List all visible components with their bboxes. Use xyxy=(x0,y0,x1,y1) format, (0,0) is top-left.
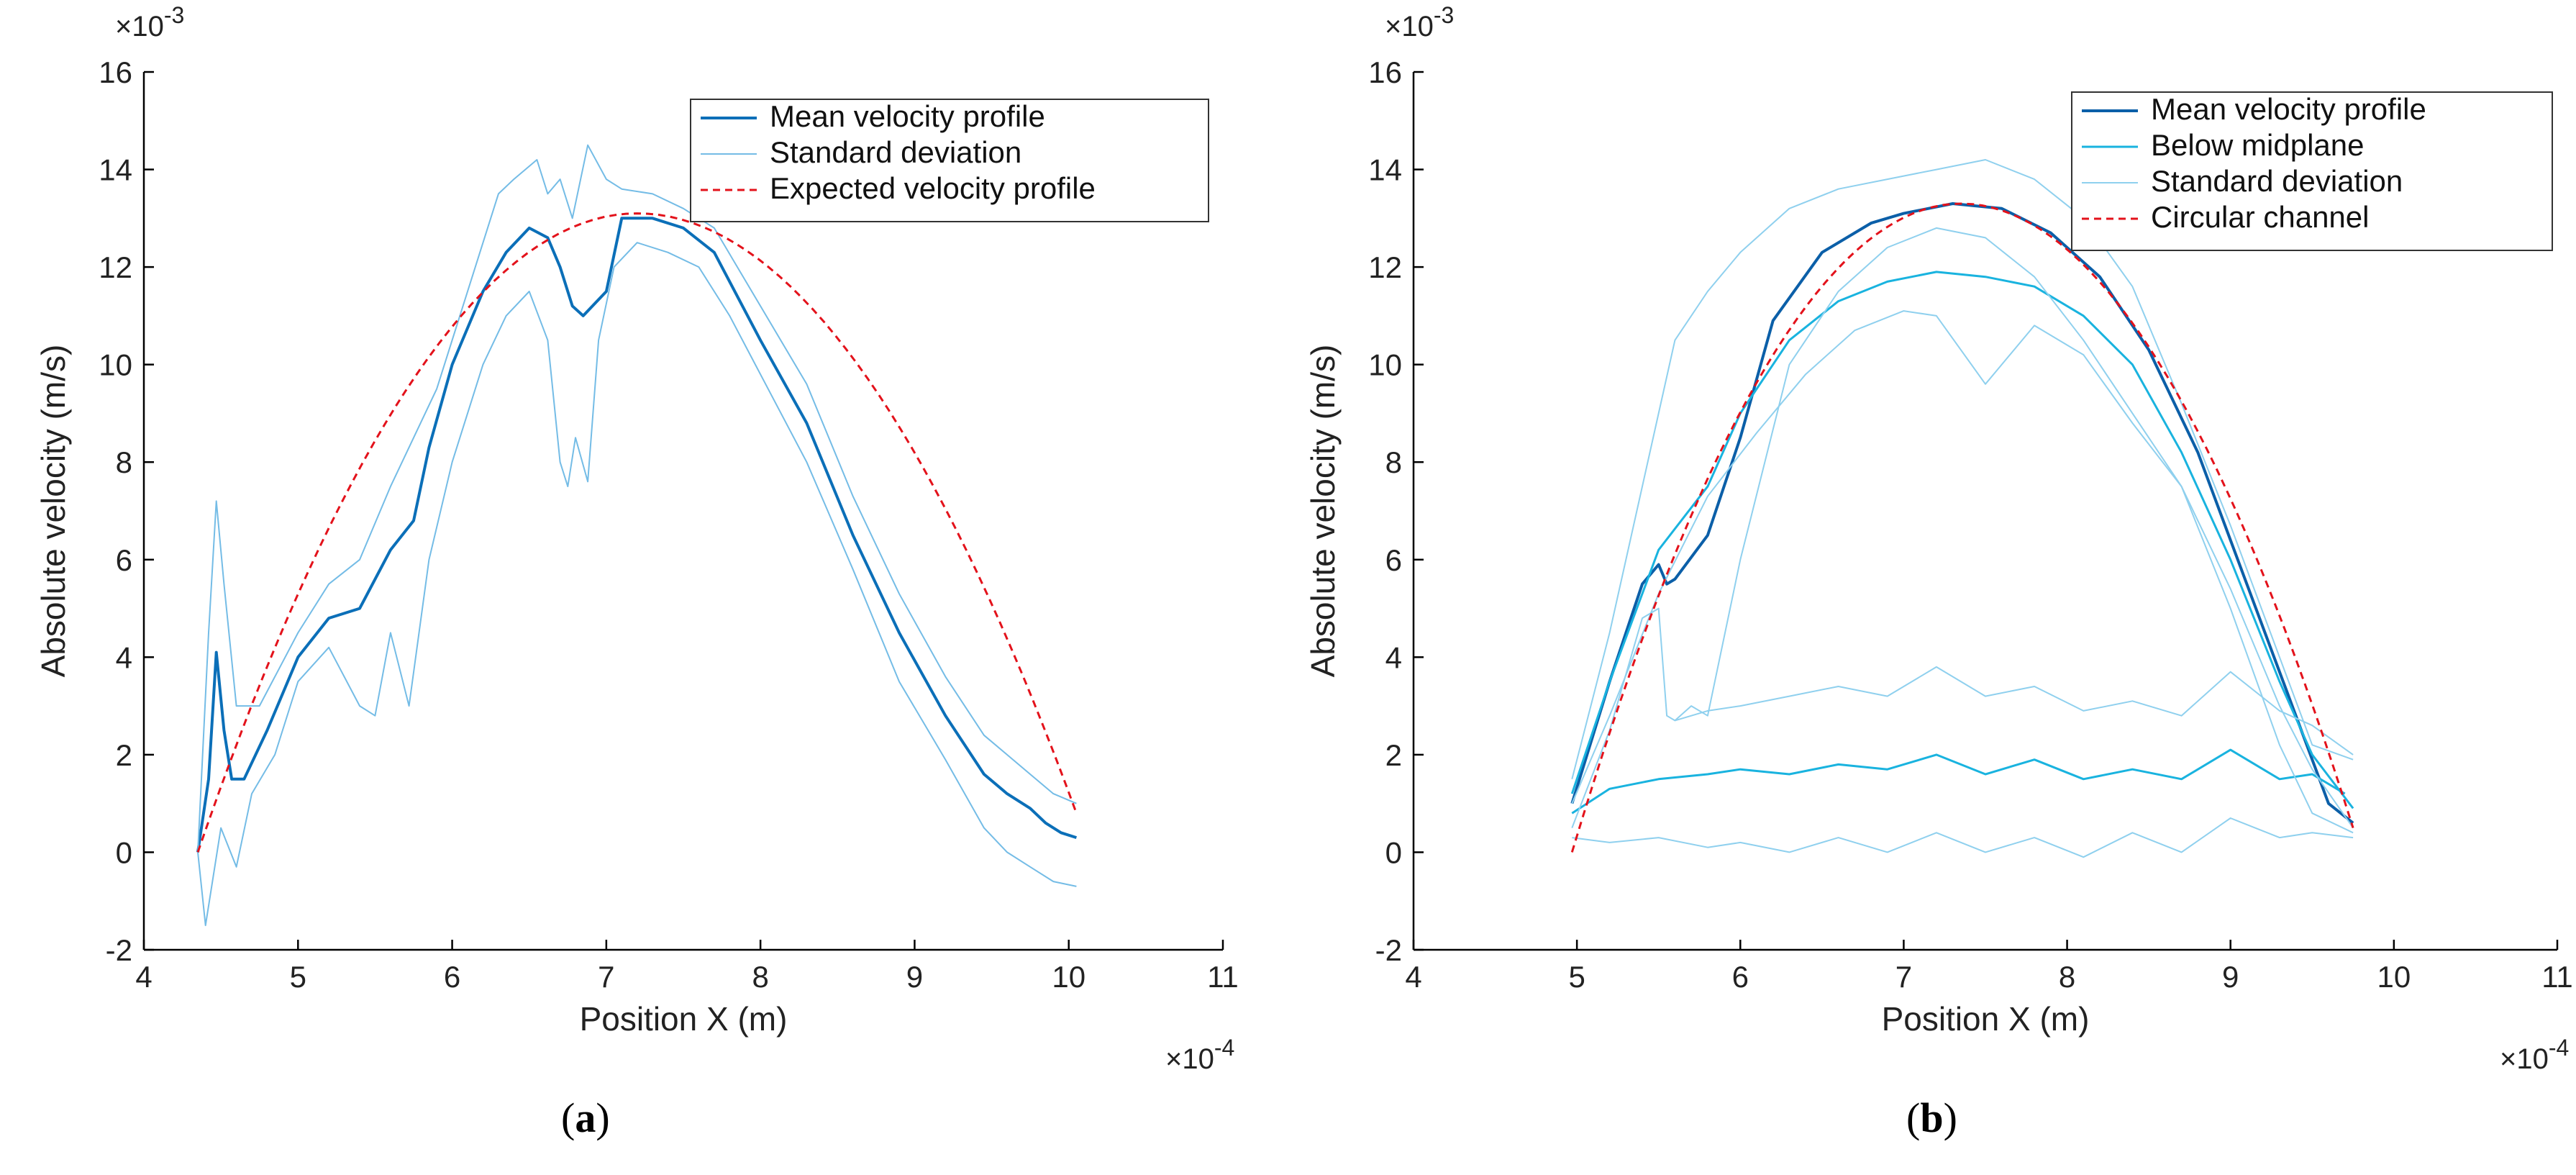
series-line xyxy=(1570,202,2354,853)
y-tick-label: 6 xyxy=(1385,543,1402,577)
y-axis-label: Absolute velocity (m/s) xyxy=(35,345,72,678)
chart-a-svg: 4 5 6 7 8 9 10 11 -2 0 2 4 6 8 10 12 14 16 Position X (m) A… xyxy=(35,2,1239,1075)
y-tick-label: -2 xyxy=(1375,933,1402,967)
series-line xyxy=(196,217,1078,853)
series-line xyxy=(1571,227,2354,834)
y-tick-label: -2 xyxy=(106,933,132,967)
y-tick-label: 8 xyxy=(116,445,132,479)
x-tick-label: 9 xyxy=(906,960,923,994)
series-line xyxy=(197,242,1077,927)
y-tick-label: 2 xyxy=(1385,738,1402,772)
series-line xyxy=(1571,310,2354,829)
x-tick-label: 8 xyxy=(752,960,768,994)
y-tick-label: 14 xyxy=(99,153,132,187)
legend-label: Expected velocity profile xyxy=(770,171,1096,205)
series-line xyxy=(1570,202,2354,825)
x-axis-label: Position X (m) xyxy=(1882,1000,2090,1038)
chart-panel-b: 4 5 6 7 8 9 10 11 -2 0 2 4 6 8 10 12 14 16 Position X (m) A… xyxy=(1288,0,2576,1175)
chart-panel-a: 4 5 6 7 8 9 10 11 -2 0 2 4 6 8 10 12 14 16 Position X (m) A… xyxy=(35,2,1239,1141)
legend-label: Standard deviation xyxy=(770,135,1021,169)
series-line xyxy=(196,212,1078,853)
caption-a: (a) xyxy=(561,1094,610,1141)
x-tick-label: 7 xyxy=(598,960,614,994)
y-tick-label: 6 xyxy=(116,543,132,577)
x-tick-label: 4 xyxy=(1405,960,1421,994)
y-exponent-label: ×10-3 xyxy=(1385,2,1454,42)
x-tick-label: 9 xyxy=(2222,960,2239,994)
series-line xyxy=(1572,817,2354,858)
y-tick-label: 4 xyxy=(1385,640,1402,674)
series-line xyxy=(197,144,1077,853)
x-tick-label: 5 xyxy=(1568,960,1585,994)
x-tick-label: 11 xyxy=(2541,960,2573,994)
x-exponent-label: ×10-4 xyxy=(2500,1035,2569,1075)
y-tick-label: 12 xyxy=(99,250,132,284)
legend-label: Below midplane xyxy=(2151,128,2365,162)
chart-b-svg: 4 5 6 7 8 9 10 11 -2 0 2 4 6 8 10 12 14 16 Position X (m) A… xyxy=(1304,2,2573,1075)
x-tick-label: 4 xyxy=(135,960,152,994)
y-tick-label: 0 xyxy=(116,835,132,869)
y-tick-label: 8 xyxy=(1385,445,1402,479)
y-tick-label: 12 xyxy=(1368,250,1402,284)
y-exponent-label: ×10-3 xyxy=(115,2,184,42)
x-tick-label: 6 xyxy=(1732,960,1749,994)
legend-box xyxy=(2071,91,2553,251)
series-line xyxy=(1570,271,2354,809)
y-tick-label: 2 xyxy=(116,738,132,772)
x-tick-label: 10 xyxy=(1052,960,1086,994)
x-tick-label: 7 xyxy=(1895,960,1912,994)
y-tick-label: 16 xyxy=(99,55,132,89)
legend-label: Mean velocity profile xyxy=(2151,92,2426,126)
caption-b: (b) xyxy=(1906,1094,1957,1141)
y-tick-label: 0 xyxy=(1385,835,1402,869)
x-tick-label: 10 xyxy=(2377,960,2411,994)
legend-label: Mean velocity profile xyxy=(770,99,1045,133)
y-tick-label: 16 xyxy=(1368,55,1402,89)
series-line xyxy=(1571,748,2346,815)
x-tick-label: 6 xyxy=(444,960,460,994)
x-tick-label: 5 xyxy=(290,960,306,994)
y-tick-label: 10 xyxy=(1368,348,1402,382)
y-tick-label: 4 xyxy=(116,640,132,674)
series-line xyxy=(1675,666,2354,756)
x-tick-label: 11 xyxy=(1207,960,1239,994)
legend-label: Circular channel xyxy=(2151,200,2369,234)
y-axis-label: Absolute velocity (m/s) xyxy=(1304,345,1342,678)
y-tick-label: 14 xyxy=(1368,153,1402,187)
x-tick-label: 8 xyxy=(2059,960,2075,994)
x-axis-label: Position X (m) xyxy=(580,1000,788,1038)
legend-box xyxy=(690,99,1209,222)
x-exponent-label: ×10-4 xyxy=(1165,1035,1234,1075)
y-tick-label: 10 xyxy=(99,348,132,382)
series-line xyxy=(1571,159,2354,780)
legend-label: Standard deviation xyxy=(2151,164,2403,198)
